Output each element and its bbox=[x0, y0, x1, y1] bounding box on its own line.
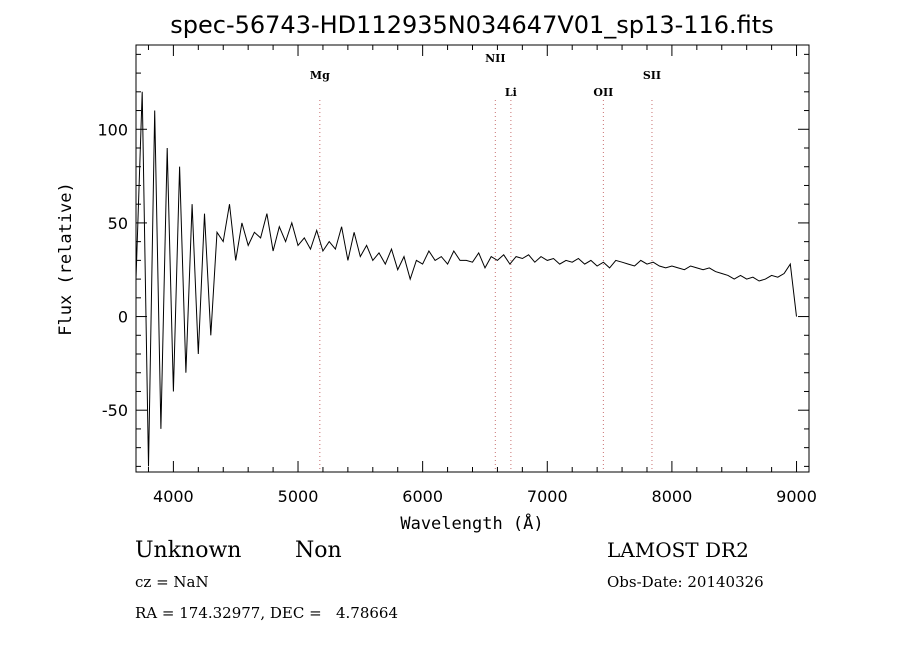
y-tick-label: 100 bbox=[97, 120, 128, 139]
axis-ticks: 4000 5000 6000 7000 8000 9000 -50 0 50 100 bbox=[97, 45, 817, 506]
survey-name: LAMOST DR2 bbox=[607, 538, 749, 562]
spectral-line-label: Li bbox=[505, 86, 517, 99]
y-axis-label: Flux (relative) bbox=[56, 182, 76, 336]
observation-date: Obs-Date: 20140326 bbox=[607, 573, 764, 591]
x-tick-label: 8000 bbox=[652, 487, 693, 506]
coordinates-info: RA = 174.32977, DEC = 4.78664 bbox=[135, 604, 399, 622]
x-tick-label: 6000 bbox=[402, 487, 443, 506]
x-tick-label: 4000 bbox=[153, 487, 194, 506]
spectral-line-markers: Mg NII Li OII SII bbox=[310, 52, 661, 472]
object-class: Unknown bbox=[135, 538, 242, 563]
x-tick-label: 5000 bbox=[278, 487, 319, 506]
plot-frame bbox=[135, 44, 810, 473]
spectrum-line bbox=[135, 91, 797, 467]
y-tick-label: 0 bbox=[118, 308, 128, 327]
y-tick-label: -50 bbox=[102, 401, 128, 420]
x-axis-label: Wavelength (Å) bbox=[400, 512, 543, 534]
object-subclass: Non bbox=[295, 538, 342, 563]
redshift-info: cz = NaN bbox=[135, 573, 209, 591]
y-tick-label: 50 bbox=[108, 214, 128, 233]
spectral-line-label: OII bbox=[593, 86, 613, 99]
spectral-line-label: NII bbox=[485, 52, 505, 65]
spectral-line-label: SII bbox=[643, 69, 661, 82]
spectral-line-label: Mg bbox=[310, 69, 330, 82]
chart-title: spec-56743-HD112935N034647V01_sp13-116.f… bbox=[170, 11, 773, 39]
x-tick-label: 9000 bbox=[776, 487, 817, 506]
x-tick-label: 7000 bbox=[527, 487, 568, 506]
